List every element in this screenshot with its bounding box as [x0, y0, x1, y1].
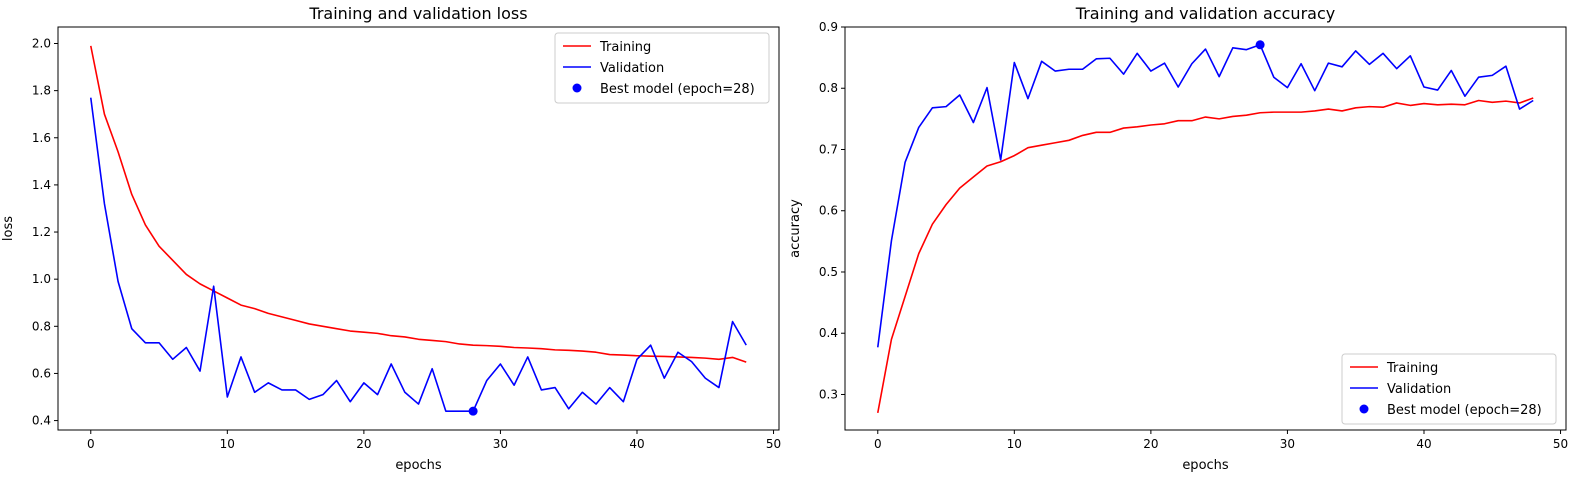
y-tick-label: 0.9	[819, 20, 838, 34]
y-tick-label: 0.4	[819, 326, 838, 340]
x-tick-label: 50	[766, 437, 781, 451]
chart-title: Training and validation accuracy	[1075, 4, 1335, 23]
x-axis-label: epochs	[1182, 458, 1229, 473]
y-tick-label: 0.5	[819, 265, 838, 279]
series-line-validation	[89, 97, 747, 412]
x-tick-label: 50	[1553, 437, 1568, 451]
plot-frame	[57, 26, 780, 431]
x-tick-label: 0	[874, 437, 882, 451]
x-tick-label: 10	[220, 437, 235, 451]
y-tick-label: 0.7	[819, 142, 838, 156]
legend-label: Validation	[1387, 382, 1451, 397]
best-model-point	[468, 406, 478, 416]
legend-label: Training	[599, 40, 651, 55]
legend-label: Validation	[600, 61, 664, 76]
y-tick-label: 1.2	[32, 225, 51, 239]
y-tick-label: 0.3	[819, 387, 838, 401]
legend-label: Training	[1386, 361, 1438, 376]
plot-frame	[844, 26, 1567, 431]
y-tick-label: 0.8	[32, 319, 51, 333]
x-tick-label: 20	[356, 437, 371, 451]
y-tick-label: 2.0	[32, 36, 51, 50]
y-tick-label: 1.6	[32, 131, 51, 145]
legend-swatch-best-model	[1359, 404, 1369, 414]
series-line-training	[876, 97, 1534, 413]
legend-label: Best model (epoch=28)	[600, 82, 755, 97]
y-axis-label: accuracy	[788, 199, 803, 258]
y-tick-label: 0.6	[819, 204, 838, 218]
y-tick-label: 0.6	[32, 366, 51, 380]
chart-accuracy: Training and validation accuracy epochs ac…	[788, 4, 1568, 473]
series-line-validation	[876, 43, 1534, 348]
x-axis-label: epochs	[395, 458, 442, 473]
x-tick-label: 40	[629, 437, 644, 451]
y-tick-label: 1.0	[32, 272, 51, 286]
chart-loss: Training and validation loss epochs loss 0 1…	[1, 4, 781, 473]
y-tick-label: 1.8	[32, 84, 51, 98]
y-tick-label: 1.4	[32, 178, 51, 192]
legend-swatch-best-model	[572, 83, 582, 93]
best-model-point	[1255, 40, 1265, 50]
series-line-training	[89, 45, 747, 363]
x-tick-label: 20	[1143, 437, 1158, 451]
chart-title: Training and validation loss	[308, 4, 527, 23]
y-axis-label: loss	[1, 216, 16, 241]
legend-box	[554, 32, 770, 104]
legend: Training Validation Best model (epoch=28)	[554, 32, 770, 104]
x-tick-label: 0	[87, 437, 95, 451]
legend-box	[1341, 353, 1557, 425]
legend-label: Best model (epoch=28)	[1387, 403, 1542, 418]
x-tick-label: 40	[1416, 437, 1431, 451]
x-tick-label: 30	[493, 437, 508, 451]
y-tick-label: 0.4	[32, 414, 51, 428]
legend: Training Validation Best model (epoch=28)	[1341, 353, 1557, 425]
x-tick-label: 10	[1007, 437, 1022, 451]
x-tick-label: 30	[1280, 437, 1295, 451]
y-tick-label: 0.8	[819, 81, 838, 95]
